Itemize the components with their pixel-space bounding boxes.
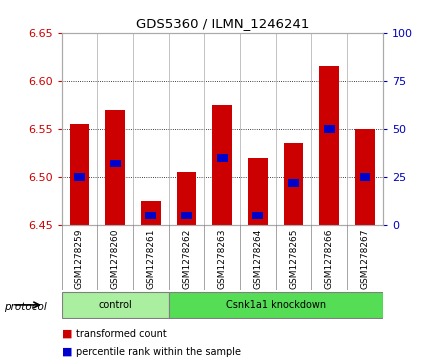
Bar [288, 179, 299, 187]
FancyBboxPatch shape [169, 292, 383, 318]
Bar [359, 173, 370, 181]
Text: GSM1278262: GSM1278262 [182, 228, 191, 289]
Bar [74, 173, 85, 181]
Text: GSM1278259: GSM1278259 [75, 228, 84, 289]
Text: percentile rank within the sample: percentile rank within the sample [76, 347, 241, 357]
Bar [253, 212, 263, 219]
Bar [355, 129, 375, 225]
Bar [110, 160, 121, 167]
Text: GSM1278267: GSM1278267 [360, 228, 370, 289]
Bar [213, 105, 232, 225]
Bar [284, 143, 304, 225]
Bar [177, 172, 196, 225]
Bar [141, 201, 161, 225]
Text: protocol: protocol [4, 302, 47, 312]
Bar [324, 125, 335, 133]
Bar [105, 110, 125, 225]
Text: GSM1278265: GSM1278265 [289, 228, 298, 289]
Text: GSM1278260: GSM1278260 [110, 228, 120, 289]
Bar [319, 66, 339, 225]
Bar [217, 154, 227, 162]
Bar [181, 212, 192, 219]
Text: GSM1278266: GSM1278266 [325, 228, 334, 289]
Text: GSM1278264: GSM1278264 [253, 228, 262, 289]
Bar [146, 212, 156, 219]
Text: GSM1278261: GSM1278261 [147, 228, 155, 289]
Text: ■: ■ [62, 329, 76, 339]
Text: GSM1278263: GSM1278263 [218, 228, 227, 289]
FancyBboxPatch shape [62, 292, 169, 318]
Text: transformed count: transformed count [76, 329, 166, 339]
Title: GDS5360 / ILMN_1246241: GDS5360 / ILMN_1246241 [136, 17, 309, 30]
Text: control: control [98, 300, 132, 310]
Text: ■: ■ [62, 347, 76, 357]
Text: Csnk1a1 knockdown: Csnk1a1 knockdown [226, 300, 326, 310]
Bar [70, 124, 89, 225]
Bar [248, 158, 268, 225]
